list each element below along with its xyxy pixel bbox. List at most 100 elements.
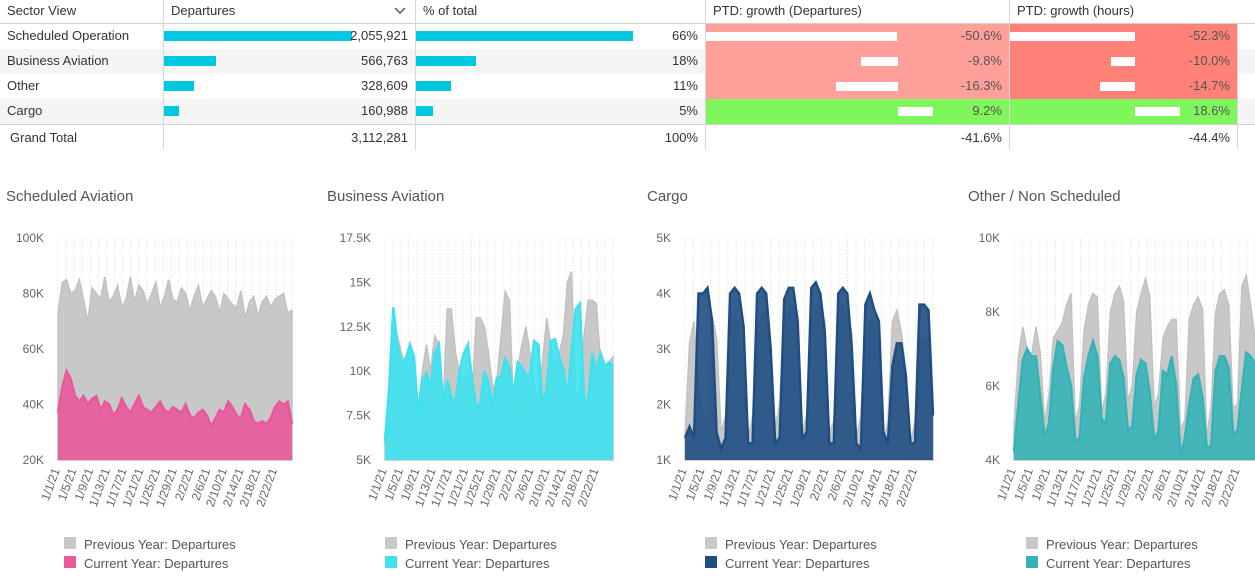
departures-value: 566,763 bbox=[361, 53, 408, 68]
growth-hours-cell: 18.6% bbox=[1010, 99, 1237, 124]
legend-label-current: Current Year: Departures bbox=[725, 556, 870, 571]
growth-hours-value: 18.6% bbox=[1193, 103, 1230, 118]
chart-title: Cargo bbox=[647, 188, 688, 205]
table-row[interactable]: Other 328,609 11% -16.3% -14.7% bbox=[0, 74, 1255, 99]
growth-departures-bar bbox=[861, 57, 898, 66]
departures-bar bbox=[164, 81, 194, 91]
y-tick-label: 20K bbox=[23, 453, 44, 467]
departures-bar bbox=[164, 56, 216, 66]
pct-value: 5% bbox=[679, 103, 698, 118]
growth-departures-bar bbox=[836, 82, 898, 91]
table-row[interactable]: Cargo 160,988 5% 9.2% 18.6% bbox=[0, 99, 1255, 124]
legend-swatch-previous bbox=[385, 537, 397, 549]
y-tick-label: 1K bbox=[656, 453, 671, 467]
legend-label-current: Current Year: Departures bbox=[1046, 556, 1191, 571]
chart-title: Business Aviation bbox=[327, 188, 445, 205]
sector-name: Scheduled Operation bbox=[7, 28, 130, 43]
legend-label-previous: Previous Year: Departures bbox=[725, 537, 877, 552]
y-tick-label: 8K bbox=[985, 305, 1000, 319]
area-chart-svg[interactable]: 20K40K60K80K100K1/1/211/5/211/9/211/13/2… bbox=[0, 180, 300, 575]
growth-hours-value: -14.7% bbox=[1188, 78, 1230, 93]
chevron-down-icon[interactable] bbox=[393, 3, 407, 17]
y-tick-label: 60K bbox=[23, 342, 44, 356]
column-header-growth-hours[interactable]: PTD: growth (hours) bbox=[1010, 0, 1255, 24]
growth-hours-bar bbox=[1010, 32, 1135, 41]
column-divider bbox=[415, 0, 416, 150]
grand-total-growth-departures: -41.6% bbox=[960, 130, 1002, 145]
legend-swatch-current bbox=[64, 556, 76, 568]
y-tick-label: 80K bbox=[23, 287, 44, 301]
y-tick-label: 15K bbox=[350, 275, 371, 289]
growth-departures-cell: -16.3% bbox=[706, 74, 1009, 99]
y-tick-label: 12.5K bbox=[340, 320, 371, 334]
chart-cargo: Cargo 1K 2K 3K 4K 5K 1/1/21 1/5/21 1/9/21 1/13/2… bbox=[641, 180, 941, 575]
y-tick-label: 4K bbox=[656, 287, 671, 301]
y-tick-label: 17.5K bbox=[340, 231, 371, 245]
growth-hours-cell: -52.3% bbox=[1010, 24, 1237, 49]
growth-departures-value: 9.2% bbox=[972, 103, 1002, 118]
chart-title: Other / Non Scheduled bbox=[968, 188, 1121, 205]
y-tick-label: 6K bbox=[985, 379, 1000, 393]
column-header-departures[interactable]: Departures bbox=[164, 0, 415, 24]
departures-value: 160,988 bbox=[361, 103, 408, 118]
pct-bar bbox=[416, 31, 633, 41]
growth-hours-bar bbox=[1100, 82, 1135, 91]
y-tick-label: 2K bbox=[656, 398, 671, 412]
y-tick-label: 5K bbox=[356, 453, 371, 467]
legend-swatch-current bbox=[385, 556, 397, 568]
legend-swatch-current bbox=[1026, 556, 1038, 568]
departures-value: 328,609 bbox=[361, 78, 408, 93]
current-year-line bbox=[56, 367, 294, 430]
grand-total-pct: 100% bbox=[664, 130, 698, 145]
legend-label-current: Current Year: Departures bbox=[405, 556, 550, 571]
pct-value: 18% bbox=[671, 53, 698, 68]
growth-hours-bar bbox=[1135, 107, 1180, 116]
legend-label-current: Current Year: Departures bbox=[84, 556, 229, 571]
y-tick-label: 4K bbox=[985, 453, 1000, 467]
area-chart-svg[interactable]: 5K7.5K10K12.5K15K17.5K1/1/211/5/211/9/21… bbox=[321, 180, 621, 575]
y-tick-label: 3K bbox=[656, 342, 671, 356]
pct-bar bbox=[416, 106, 433, 116]
pct-bar bbox=[416, 81, 451, 91]
growth-departures-cell: -9.8% bbox=[706, 49, 1009, 74]
growth-hours-value: -52.3% bbox=[1188, 28, 1230, 43]
table-row[interactable]: Business Aviation 566,763 18% -9.8% -10.… bbox=[0, 49, 1255, 74]
current-year-line bbox=[383, 300, 614, 443]
departures-value: 2,055,921 bbox=[350, 28, 408, 43]
table-row[interactable]: Scheduled Operation 2,055,921 66% -50.6%… bbox=[0, 24, 1255, 49]
y-tick-label: 40K bbox=[23, 398, 44, 412]
current-year-line bbox=[683, 279, 935, 453]
sector-name: Other bbox=[7, 78, 40, 93]
column-header-growth-departures[interactable]: PTD: growth (Departures) bbox=[706, 0, 1009, 24]
legend-label-previous: Previous Year: Departures bbox=[405, 537, 557, 552]
growth-hours-bar bbox=[1111, 57, 1135, 66]
legend-swatch-previous bbox=[1026, 537, 1038, 549]
column-divider bbox=[1237, 24, 1238, 150]
pct-value: 66% bbox=[671, 28, 698, 43]
current-year-area bbox=[385, 303, 613, 460]
legend-label-previous: Previous Year: Departures bbox=[84, 537, 236, 552]
grand-total-growth-hours: -44.4% bbox=[1188, 130, 1230, 145]
growth-departures-cell: -50.6% bbox=[706, 24, 1009, 49]
chart-title: Scheduled Aviation bbox=[6, 188, 134, 205]
legend-swatch-previous bbox=[705, 537, 717, 549]
legend-label-previous: Previous Year: Departures bbox=[1046, 537, 1198, 552]
column-divider bbox=[705, 0, 706, 150]
current-year-area bbox=[58, 371, 292, 460]
growth-departures-value: -16.3% bbox=[960, 78, 1002, 93]
y-tick-label: 7.5K bbox=[346, 409, 371, 423]
sector-name: Cargo bbox=[7, 103, 43, 118]
chart-business-aviation: Business Aviation 5K 7.5K 10K 12.5K 15K 17.5K… bbox=[321, 180, 621, 575]
column-header-pct-of-total[interactable]: % of total bbox=[416, 0, 705, 24]
area-chart-svg[interactable]: 4K6K8K10K1/1/211/5/211/9/211/13/211/17/2… bbox=[962, 180, 1255, 575]
legend-swatch-current bbox=[705, 556, 717, 568]
growth-hours-cell: -10.0% bbox=[1010, 49, 1237, 74]
growth-departures-cell: 9.2% bbox=[706, 99, 1009, 124]
column-header-sector[interactable]: Sector View bbox=[0, 0, 163, 24]
y-tick-label: 100K bbox=[16, 231, 44, 245]
growth-departures-value: -9.8% bbox=[968, 53, 1002, 68]
area-chart-svg[interactable]: 1K2K3K4K5K1/1/211/5/211/9/211/13/211/17/… bbox=[641, 180, 941, 575]
growth-departures-bar bbox=[706, 32, 897, 41]
grand-total-row: Grand Total 3,112,281 100% -41.6% -44.4% bbox=[0, 124, 1255, 151]
grand-total-departures: 3,112,281 bbox=[351, 130, 408, 145]
